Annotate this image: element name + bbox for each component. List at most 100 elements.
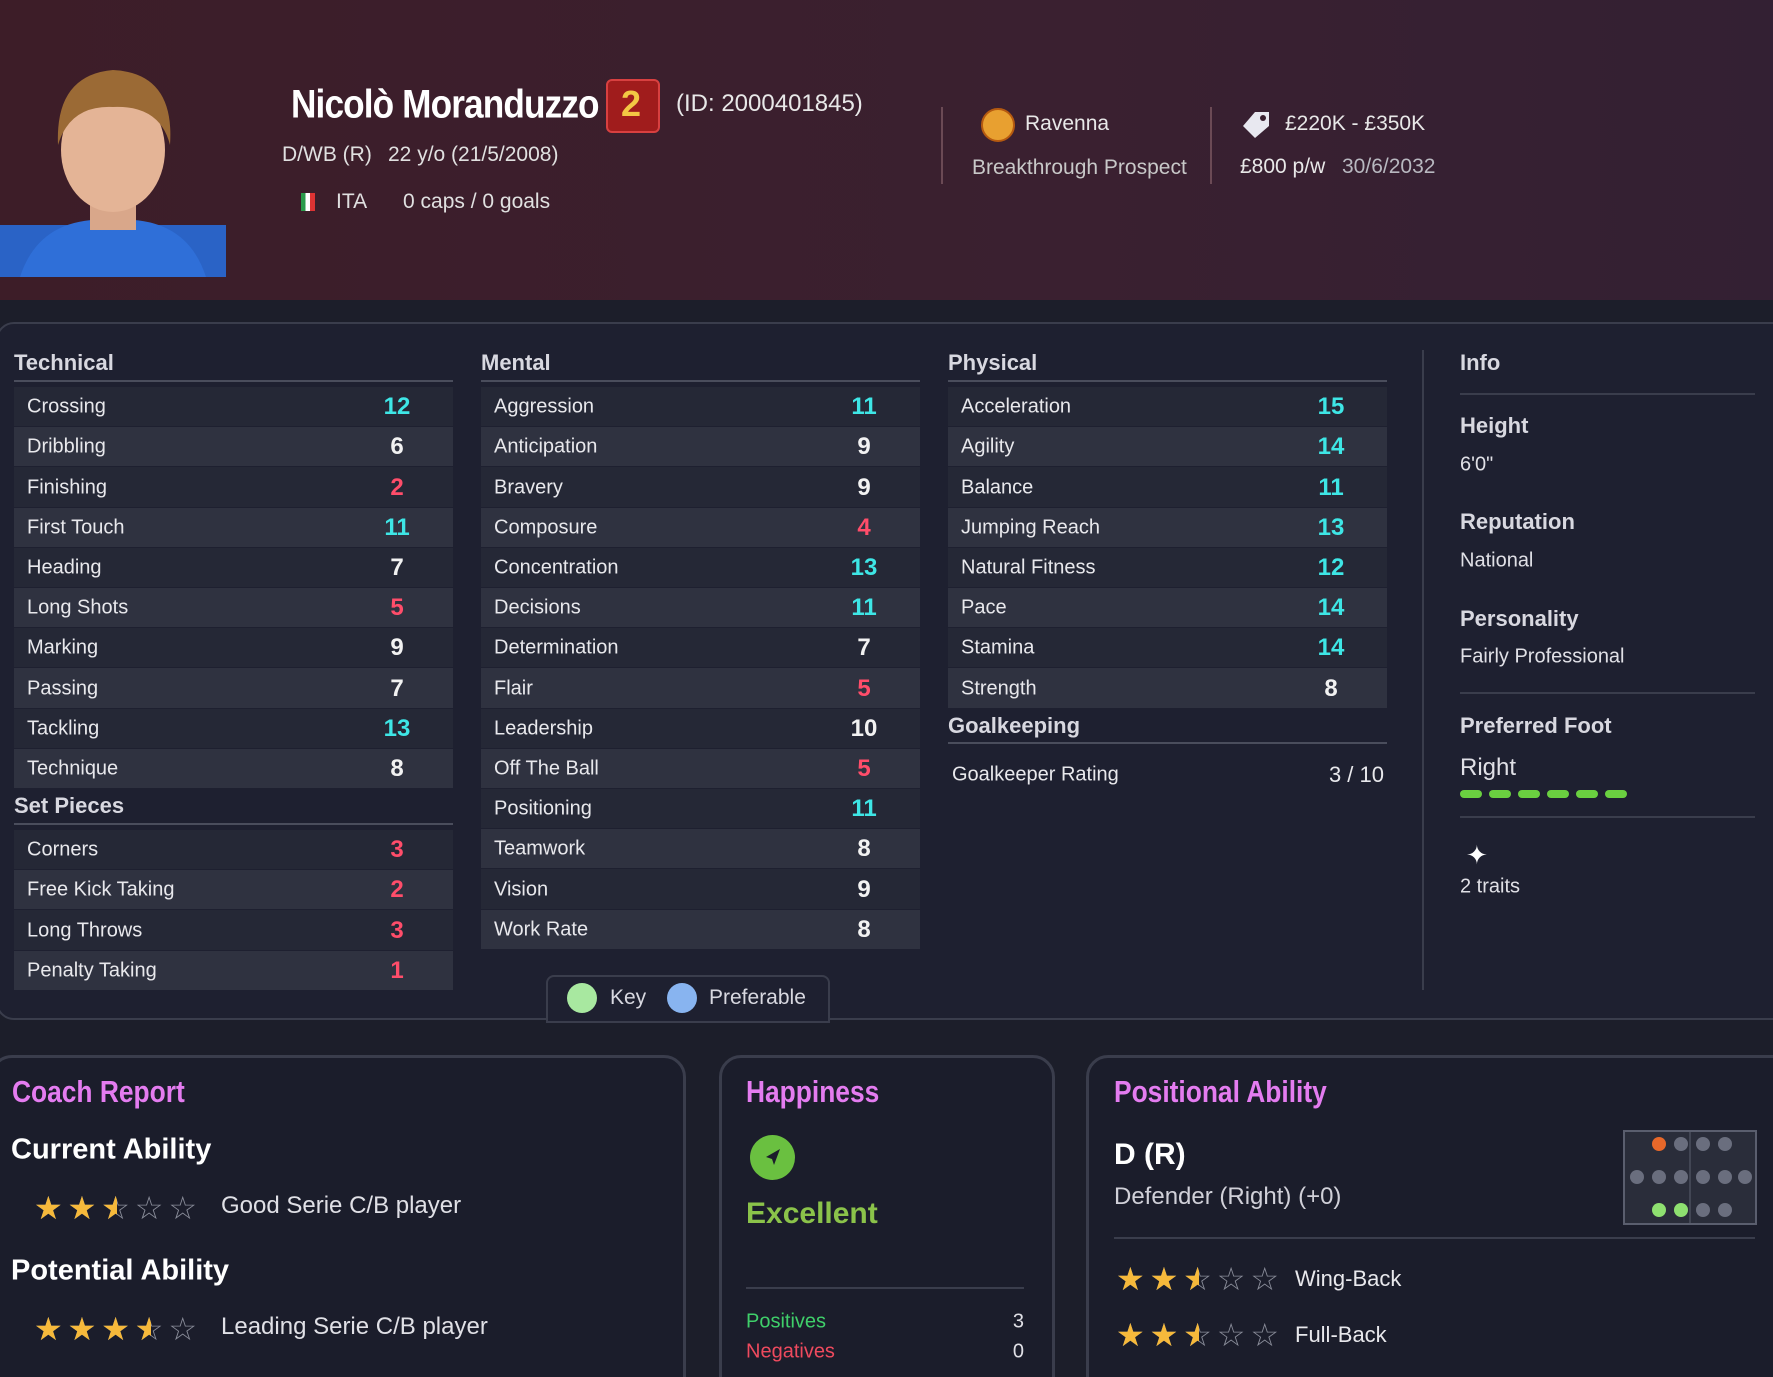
attribute-row bbox=[14, 668, 453, 708]
position: D/WB (R) bbox=[282, 143, 372, 166]
age: 22 y/o (21/5/2008) bbox=[388, 143, 559, 166]
attribute-value: 11 bbox=[384, 513, 410, 541]
star: ☆★ bbox=[1150, 1319, 1184, 1351]
info-value: Right bbox=[1460, 754, 1517, 781]
attribute-value: 13 bbox=[383, 714, 411, 742]
club: Ravenna bbox=[1025, 112, 1110, 135]
star-rating: ☆★☆★☆★☆★☆★ bbox=[1116, 1319, 1284, 1351]
star: ☆★ bbox=[1216, 1261, 1246, 1297]
attribute-value: 14 bbox=[1317, 433, 1345, 461]
attribute-name: Finishing bbox=[27, 476, 108, 498]
negatives-value: 0 bbox=[1012, 1340, 1024, 1363]
info-divider bbox=[1422, 350, 1424, 990]
info-underline bbox=[1460, 393, 1755, 395]
value: £220K - £350K bbox=[1285, 112, 1426, 135]
key-dot bbox=[567, 983, 597, 1013]
star-fill: ★ bbox=[1149, 1319, 1179, 1351]
foot-strength-dash bbox=[1605, 790, 1627, 798]
attribute-row bbox=[14, 467, 453, 507]
star-fill: ★ bbox=[67, 1192, 97, 1224]
foot-strength-dash bbox=[1460, 790, 1482, 798]
card-title: Happiness bbox=[746, 1074, 880, 1109]
position-code: D (R) bbox=[1114, 1138, 1186, 1171]
card-title: Coach Report bbox=[12, 1074, 185, 1109]
header-bg bbox=[0, 0, 1773, 300]
star: ☆★ bbox=[168, 1311, 198, 1347]
player-name: Nicolò Moranduzzo bbox=[291, 82, 600, 127]
club-badge bbox=[981, 108, 1015, 142]
attribute-value: 12 bbox=[383, 393, 411, 421]
star: ☆★ bbox=[1116, 1263, 1150, 1295]
section-underline bbox=[948, 742, 1387, 744]
section-title: Technical bbox=[14, 350, 114, 375]
section-title: Set Pieces bbox=[14, 793, 125, 818]
star-fill: ★ bbox=[1183, 1263, 1200, 1295]
attribute-value: 5 bbox=[390, 594, 404, 622]
star: ☆★ bbox=[34, 1192, 68, 1224]
attribute-row bbox=[948, 668, 1387, 708]
star: ☆★ bbox=[134, 1190, 164, 1226]
attribute-row bbox=[14, 748, 453, 788]
star-rating: ☆★☆★☆★☆★☆★ bbox=[34, 1192, 202, 1224]
attribute-row bbox=[481, 668, 920, 708]
attribute-value: 14 bbox=[1317, 634, 1345, 662]
attribute-row bbox=[948, 507, 1387, 547]
attribute-name: Marking bbox=[27, 636, 99, 659]
player-id: (ID: 2000401845) bbox=[676, 90, 863, 117]
attribute-name: Aggression bbox=[494, 395, 595, 418]
star-fill: ★ bbox=[101, 1313, 130, 1345]
attribute-name: Technique bbox=[27, 757, 119, 780]
attribute-value: 9 bbox=[857, 473, 871, 501]
attribute-row bbox=[14, 547, 453, 587]
attribute-name: Jumping Reach bbox=[961, 516, 1100, 539]
attribute-row bbox=[14, 427, 453, 467]
foot-strength-dash bbox=[1518, 790, 1540, 798]
attribute-name: Positioning bbox=[494, 797, 592, 820]
attribute-name: Dribbling bbox=[27, 435, 106, 458]
star-fill: ★ bbox=[101, 1192, 118, 1224]
star-fill: ★ bbox=[1116, 1319, 1145, 1351]
gk-rating: 3 / 10 bbox=[1328, 762, 1384, 787]
star-fill: ★ bbox=[1116, 1263, 1145, 1295]
attribute-value: 4 bbox=[857, 513, 871, 541]
attribute-value: 3 bbox=[390, 836, 404, 864]
attribute-value: 5 bbox=[857, 754, 871, 782]
happiness-divider bbox=[746, 1287, 1024, 1289]
section-underline bbox=[948, 380, 1387, 382]
attribute-row bbox=[481, 748, 920, 788]
section-title: Goalkeeping bbox=[948, 713, 1081, 738]
legend-preferable: Preferable bbox=[709, 986, 806, 1009]
star-fill: ★ bbox=[34, 1313, 63, 1345]
attribute-value: 9 bbox=[390, 634, 404, 662]
attribute-name: Vision bbox=[494, 878, 549, 900]
star: ☆★ bbox=[1183, 1317, 1212, 1353]
attribute-value: 8 bbox=[857, 835, 871, 863]
gk-rating-label: Goalkeeper Rating bbox=[952, 763, 1119, 786]
attribute-row bbox=[948, 628, 1387, 668]
attribute-value: 8 bbox=[390, 754, 404, 782]
attribute-name: Long Throws bbox=[27, 919, 143, 941]
attribute-value: 13 bbox=[1317, 513, 1345, 541]
attribute-row bbox=[948, 427, 1387, 467]
ability-label: Current Ability bbox=[11, 1133, 212, 1166]
foot-strength-dash bbox=[1489, 790, 1511, 798]
attribute-value: 7 bbox=[390, 674, 404, 702]
attribute-value: 5 bbox=[857, 674, 871, 702]
attribute-value: 11 bbox=[851, 795, 877, 823]
negatives-label: Negatives bbox=[746, 1340, 835, 1363]
attribute-row bbox=[14, 708, 453, 748]
attribute-row bbox=[481, 547, 920, 587]
info-value: Fairly Professional bbox=[1460, 645, 1625, 668]
star-fill: ★ bbox=[1149, 1263, 1179, 1295]
attribute-value: 2 bbox=[390, 876, 404, 904]
nation: ITA bbox=[336, 190, 368, 213]
mini-pitch bbox=[1623, 1130, 1757, 1225]
attribute-row bbox=[481, 869, 920, 909]
attribute-row bbox=[481, 789, 920, 829]
attribute-name: Off The Ball bbox=[494, 757, 599, 780]
foot-strength-dash bbox=[1547, 790, 1569, 798]
attribute-name: Passing bbox=[27, 677, 99, 699]
section-title: Physical bbox=[948, 350, 1038, 375]
attribute-name: Balance bbox=[961, 476, 1034, 498]
